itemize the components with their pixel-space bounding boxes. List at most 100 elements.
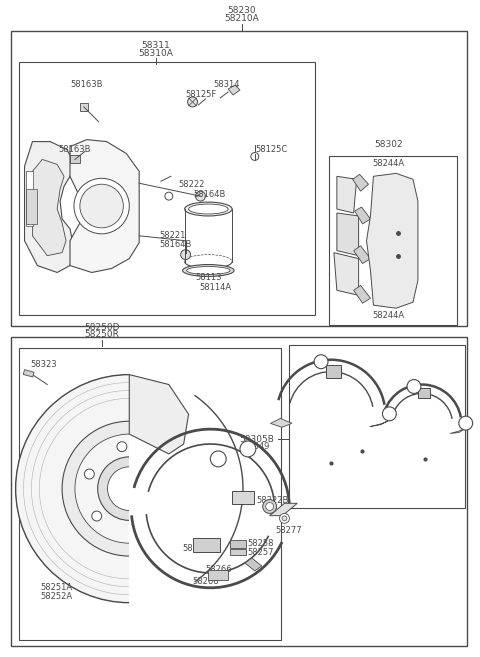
Circle shape [164, 498, 174, 508]
Circle shape [108, 467, 151, 510]
Polygon shape [326, 365, 341, 378]
Text: 58268: 58268 [192, 578, 219, 586]
Text: 1: 1 [216, 455, 221, 463]
Bar [192, 538, 220, 552]
Bar [208, 570, 228, 580]
Circle shape [75, 434, 184, 543]
Circle shape [74, 178, 129, 234]
Text: 58210A: 58210A [225, 14, 259, 23]
Bar [11, 337, 468, 646]
Circle shape [459, 416, 473, 430]
Text: 58230: 58230 [228, 6, 256, 15]
Text: 58323: 58323 [30, 360, 57, 369]
Text: 2: 2 [387, 409, 392, 419]
Bar [23, 370, 34, 377]
Polygon shape [24, 142, 74, 273]
Text: 58250R: 58250R [84, 330, 119, 340]
Polygon shape [245, 558, 262, 571]
Text: 58258: 58258 [247, 539, 274, 548]
Text: 58164B: 58164B [159, 240, 192, 249]
Bar [19, 62, 315, 315]
Text: 58251A: 58251A [40, 583, 72, 593]
Circle shape [62, 421, 196, 556]
Polygon shape [337, 176, 357, 213]
Bar [19, 348, 280, 641]
Circle shape [210, 451, 226, 467]
Ellipse shape [183, 265, 234, 277]
Polygon shape [129, 370, 253, 608]
Polygon shape [70, 139, 139, 273]
Polygon shape [450, 427, 468, 434]
Circle shape [92, 511, 102, 521]
Circle shape [117, 442, 127, 451]
Polygon shape [334, 253, 359, 295]
Text: 58312A: 58312A [183, 543, 215, 553]
Text: 58125F: 58125F [186, 91, 217, 99]
Text: 2: 2 [245, 445, 251, 453]
Polygon shape [354, 285, 371, 304]
Bar [289, 345, 466, 509]
Text: 58257: 58257 [247, 547, 274, 556]
Text: 58314: 58314 [213, 79, 240, 89]
Polygon shape [355, 207, 371, 224]
Polygon shape [353, 174, 369, 191]
Polygon shape [129, 374, 189, 454]
Circle shape [188, 97, 197, 107]
Circle shape [165, 192, 173, 200]
Ellipse shape [187, 267, 230, 275]
Polygon shape [70, 156, 80, 164]
Text: 58305B: 58305B [240, 434, 275, 443]
Circle shape [157, 456, 167, 466]
Text: 58163B: 58163B [58, 145, 91, 154]
Polygon shape [370, 419, 392, 426]
Text: 58114A: 58114A [199, 283, 231, 292]
Text: 58125C: 58125C [256, 145, 288, 154]
Bar [25, 189, 37, 224]
Circle shape [407, 380, 421, 394]
Bar [11, 30, 468, 326]
Circle shape [132, 526, 142, 535]
Text: 58221: 58221 [159, 231, 185, 240]
Polygon shape [270, 503, 297, 516]
Circle shape [251, 152, 259, 160]
Bar [230, 540, 246, 548]
Text: 58266: 58266 [205, 566, 231, 574]
Text: 1: 1 [319, 357, 324, 366]
Text: 2: 2 [463, 419, 468, 428]
Circle shape [97, 457, 161, 520]
Text: 58250D: 58250D [84, 323, 120, 332]
Polygon shape [228, 85, 240, 95]
Polygon shape [33, 160, 66, 256]
Circle shape [282, 516, 287, 521]
Circle shape [314, 355, 328, 369]
Polygon shape [337, 213, 359, 256]
Text: 58322B: 58322B [257, 496, 289, 505]
Text: 58222: 58222 [179, 180, 205, 189]
Text: 58244A: 58244A [372, 311, 404, 319]
Circle shape [180, 250, 191, 260]
Polygon shape [354, 246, 371, 263]
Circle shape [266, 503, 274, 510]
Text: 58164B: 58164B [193, 190, 226, 198]
Circle shape [80, 184, 123, 228]
Circle shape [263, 499, 276, 513]
Text: 25649: 25649 [243, 443, 269, 451]
Circle shape [84, 469, 94, 479]
Circle shape [383, 407, 396, 420]
Polygon shape [80, 103, 88, 111]
Ellipse shape [185, 202, 232, 216]
Polygon shape [418, 388, 430, 398]
Bar [25, 171, 34, 226]
Text: 58244A: 58244A [372, 159, 404, 168]
Circle shape [240, 441, 256, 457]
Text: 58252A: 58252A [40, 592, 72, 601]
Polygon shape [271, 419, 292, 427]
Text: 1: 1 [411, 382, 416, 391]
Bar [230, 549, 246, 555]
Text: 58163B: 58163B [70, 79, 103, 89]
Circle shape [195, 191, 205, 201]
Text: 58277: 58277 [276, 526, 302, 535]
Text: 58302: 58302 [374, 140, 403, 149]
Polygon shape [367, 173, 418, 308]
Bar [232, 491, 254, 505]
